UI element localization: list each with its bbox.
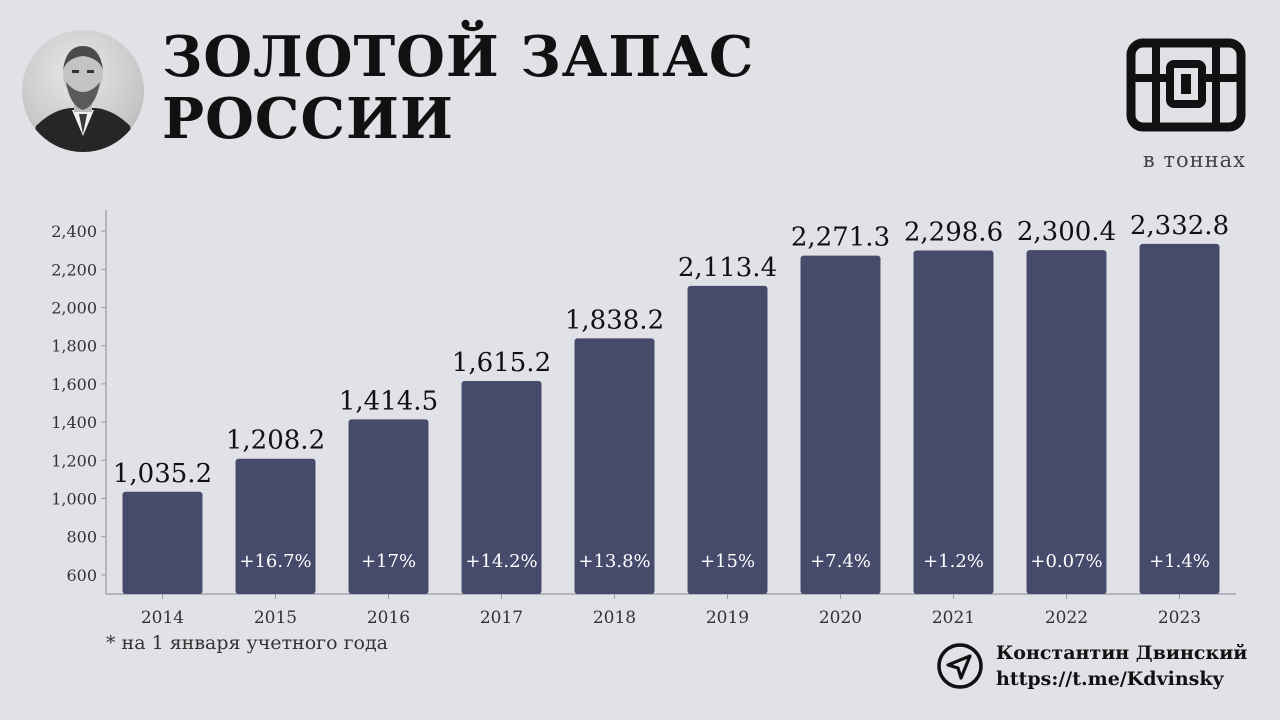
bar-growth-label: +7.4% bbox=[810, 551, 871, 572]
bar-growth-label: +1.4% bbox=[1149, 551, 1210, 572]
bar-value-label: 1,208.2 bbox=[226, 426, 325, 456]
bar-growth-label: +15% bbox=[700, 551, 755, 572]
page-title: ЗОЛОТОЙ ЗАПАС РОССИИ bbox=[162, 26, 754, 150]
bar bbox=[122, 491, 203, 594]
x-tick-label: 2017 bbox=[480, 608, 523, 628]
y-tick-label: 1,600 bbox=[51, 375, 97, 394]
bar-growth-label: +0.07% bbox=[1030, 551, 1102, 572]
x-tick-label: 2023 bbox=[1158, 608, 1201, 628]
footnote: * на 1 января учетного года bbox=[106, 632, 389, 654]
bar bbox=[1026, 250, 1107, 594]
bar bbox=[461, 380, 542, 594]
y-tick-label: 1,800 bbox=[51, 337, 97, 356]
author-block: Константин Двинский https://t.me/Kdvinsk… bbox=[936, 640, 1247, 692]
bar-value-label: 2,113.4 bbox=[678, 253, 777, 283]
x-tick-label: 2020 bbox=[819, 608, 862, 628]
bar bbox=[574, 338, 655, 594]
x-tick-label: 2016 bbox=[367, 608, 410, 628]
bar-value-label: 2,298.6 bbox=[904, 217, 1003, 247]
y-tick-label: 600 bbox=[66, 566, 97, 585]
author-portrait bbox=[22, 30, 144, 152]
y-tick-label: 2,400 bbox=[51, 222, 97, 241]
x-tick-label: 2014 bbox=[141, 608, 184, 628]
units-label: в тоннах bbox=[1142, 148, 1246, 172]
bar-value-label: 2,332.8 bbox=[1130, 211, 1229, 241]
x-tick-label: 2019 bbox=[706, 608, 749, 628]
bar bbox=[913, 250, 994, 594]
bar-value-label: 2,271.3 bbox=[791, 223, 890, 253]
bar-growth-label: +16.7% bbox=[239, 551, 311, 572]
bar bbox=[1139, 243, 1220, 595]
portrait-icon bbox=[30, 46, 136, 152]
bar-chart: 600 800 1,000 1,200 1,400 1,600 1,800 2,000 2,20… bbox=[51, 210, 1236, 628]
bar bbox=[348, 419, 429, 594]
x-tick-label: 2022 bbox=[1045, 608, 1088, 628]
title-line-2: РОССИИ bbox=[162, 86, 454, 152]
bar-value-label: 2,300.4 bbox=[1017, 217, 1116, 247]
bar-value-label: 1,035.2 bbox=[113, 459, 212, 489]
x-tick-label: 2018 bbox=[593, 608, 636, 628]
bar-value-label: 1,838.2 bbox=[565, 305, 664, 335]
title-line-1: ЗОЛОТОЙ ЗАПАС bbox=[162, 24, 755, 90]
bar-value-label: 1,615.2 bbox=[452, 348, 551, 378]
bar-growth-label: +1.2% bbox=[923, 551, 984, 572]
y-tick-label: 2,000 bbox=[51, 299, 97, 318]
y-tick-label: 800 bbox=[66, 528, 97, 547]
navigation-arrow-icon bbox=[937, 643, 983, 689]
bar-growth-label: +17% bbox=[361, 551, 416, 572]
y-tick-label: 1,400 bbox=[51, 413, 97, 432]
author-name: Константин Двинский bbox=[996, 642, 1248, 664]
x-tick-label: 2015 bbox=[254, 608, 297, 628]
bar-value-label: 1,414.5 bbox=[339, 386, 438, 416]
bar bbox=[687, 285, 768, 594]
bar-growth-label: +13.8% bbox=[578, 551, 650, 572]
bar-growth-label: +14.2% bbox=[465, 551, 537, 572]
x-tick-label: 2021 bbox=[932, 608, 975, 628]
bar bbox=[235, 458, 316, 594]
treasure-chest-icon bbox=[1126, 38, 1246, 132]
y-tick-label: 1,200 bbox=[51, 451, 97, 470]
y-tick-label: 2,200 bbox=[51, 260, 97, 279]
bar bbox=[800, 255, 881, 594]
author-link[interactable]: https://t.me/Kdvinsky bbox=[996, 668, 1224, 690]
y-tick-label: 1,000 bbox=[51, 490, 97, 509]
